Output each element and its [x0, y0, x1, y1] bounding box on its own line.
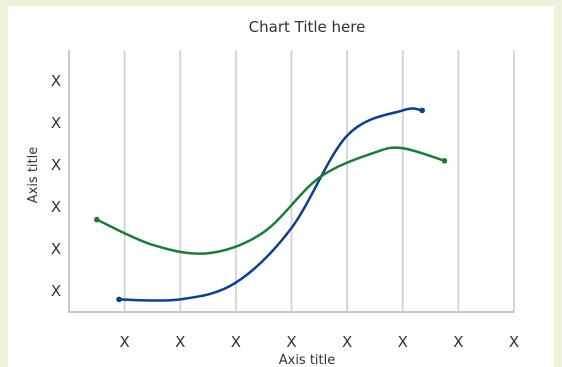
x-axis-title: Axis title [279, 353, 336, 367]
series-2-start-point [94, 216, 100, 223]
series-line-1 [117, 107, 424, 302]
y-tick-label: X [51, 156, 61, 174]
tick-labels: X X X X X X X X X X X X X X [51, 72, 519, 351]
series-line-2 [95, 146, 446, 255]
x-tick-label: X [342, 333, 352, 351]
series-group [94, 107, 448, 303]
y-tick-label: X [51, 240, 61, 258]
x-tick-label: X [398, 333, 408, 351]
series-1-end-point [419, 107, 426, 114]
y-tick-label: X [51, 114, 61, 132]
y-tick-label: X [51, 282, 61, 300]
y-tick-label: X [51, 198, 61, 216]
x-tick-label: X [453, 333, 463, 351]
gridlines [123, 50, 515, 312]
x-tick-label: X [286, 333, 296, 351]
x-tick-label: X [175, 333, 185, 351]
x-tick-label: X [509, 333, 519, 351]
axes [68, 50, 514, 313]
series-1-start-point [116, 296, 122, 303]
chart-frame [8, 6, 554, 367]
y-tick-label: X [51, 72, 61, 90]
x-tick-label: X [231, 333, 241, 351]
x-tick-label: X [119, 333, 129, 351]
chart-title: Chart Title here [249, 18, 366, 36]
series-2-end-point [441, 158, 448, 164]
y-axis-title: Axis title [26, 147, 41, 204]
